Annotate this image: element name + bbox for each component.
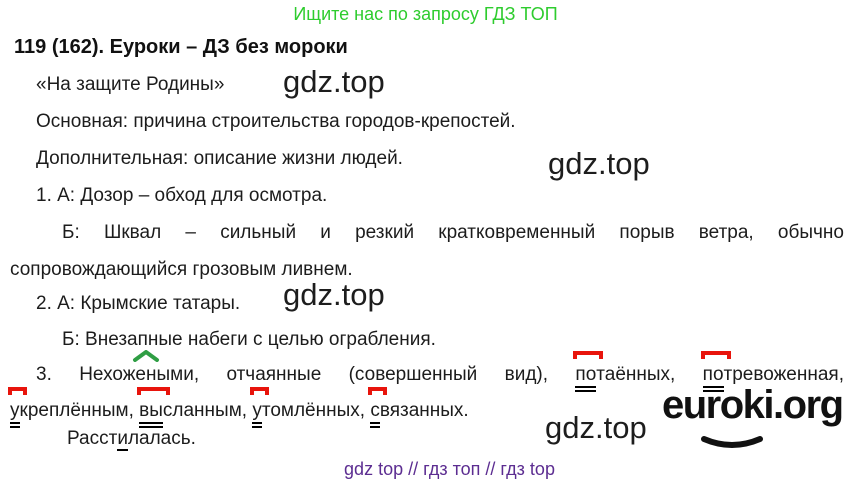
logo-smile-icon (701, 436, 763, 448)
final-word-segment: лалась. (127, 428, 196, 449)
underlined-letter: и (117, 428, 128, 451)
answer-3-segment: сланным, (162, 400, 253, 421)
answer-3-segment: тревоженная, (723, 364, 844, 385)
promo-banner: Ищите нас по запросу ГДЗ ТОП (293, 4, 558, 24)
answer-3-segment: вязанных. (379, 400, 469, 421)
answer-3-segment: 3. Нехож (36, 364, 136, 385)
prefix-mark: у (8, 387, 26, 428)
suffix-caret-icon (132, 350, 159, 362)
gdz-top-watermark: gdz.top (545, 410, 647, 445)
answer-3-segment: ыми, отчаянные (совершенный вид), (156, 364, 576, 385)
prefix-mark: по (573, 351, 604, 392)
prefix-mark: с (368, 387, 386, 428)
euroki-logo: euroki.org (662, 385, 844, 448)
answer-1b-line-1: Б: Шквал – сильный и резкий кратковремен… (62, 222, 844, 243)
story-title: «На защите Родины» (36, 74, 225, 95)
euroki-logo-text: euroki.org (662, 383, 844, 427)
answer-2b-line: Б: Внезапные набеги с целью ограбления. (62, 329, 436, 350)
prefix-mark: у (250, 387, 269, 428)
answer-3-line-2: укреплённым, высланным, утомлённых, связ… (8, 387, 469, 428)
prefix-mark: по (700, 351, 731, 392)
answer-1a-line: 1. А: Дозор – обход для осмотра. (36, 185, 328, 206)
footer-keywords: gdz top // гдз топ // гдз top (344, 459, 555, 479)
answer-3-final-word: Расстилалась. (67, 427, 196, 451)
main-idea-line: Основная: причина строительства городов-… (36, 111, 516, 132)
answer-3-line-1: 3. Нехожен ыми, отчаянные (совершенный ви… (36, 350, 844, 392)
final-word-segment: Расст (67, 428, 118, 449)
answer-1b-line-2: сопровождающийся грозовым ливнем. (10, 259, 353, 280)
answer-3-segment: таённых, (596, 364, 703, 385)
additional-idea-line: Дополнительная: описание жизни людей. (36, 148, 403, 169)
prefix-mark: вы (137, 387, 170, 428)
gdz-top-watermark: gdz.top (283, 64, 385, 99)
answer-3-segment: креплённым, (19, 400, 140, 421)
answer-2a-line: 2. А: Крымские татары. (36, 293, 241, 314)
task-heading: 119 (162). Еуроки – ДЗ без мороки (14, 36, 348, 58)
gdz-top-watermark: gdz.top (283, 277, 385, 312)
suffix-marked-letters: ен (132, 350, 159, 386)
gdz-top-watermark: gdz.top (548, 146, 650, 181)
answer-3-segment: томлённых, (261, 400, 371, 421)
